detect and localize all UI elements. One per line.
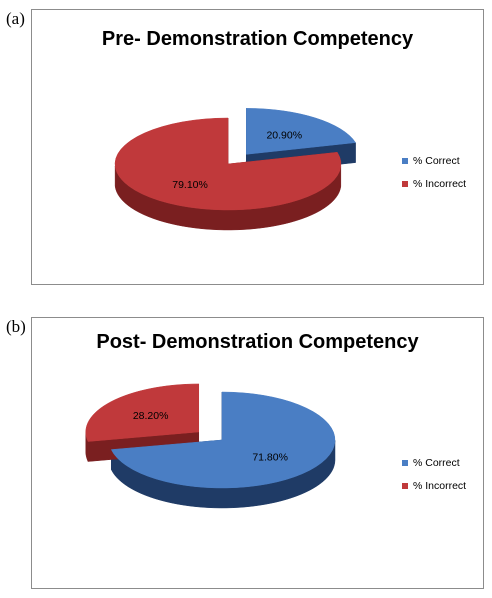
pie-slice-correct bbox=[110, 391, 336, 489]
panel-label-b: (b) bbox=[6, 317, 26, 336]
data-label-correct: 20.90% bbox=[266, 129, 302, 141]
legend-post: % Correct % Incorrect bbox=[402, 451, 466, 497]
legend-pre: % Correct % Incorrect bbox=[402, 149, 466, 195]
pie-slice-incorrect bbox=[114, 117, 342, 211]
legend-label-incorrect: % Incorrect bbox=[413, 177, 467, 190]
legend-swatch-incorrect bbox=[402, 482, 408, 489]
legend-item-incorrect: % Incorrect bbox=[402, 172, 466, 195]
pie-chart-post: 71.80% 28.20% bbox=[85, 383, 336, 509]
legend-label-incorrect: % Incorrect bbox=[413, 479, 467, 492]
legend-swatch-incorrect bbox=[402, 180, 408, 187]
pie-slice-correct bbox=[246, 108, 357, 155]
data-label-correct: 71.80% bbox=[252, 452, 288, 464]
chart-title-pre: Pre- Demonstration Competency bbox=[101, 28, 414, 50]
panel-label-a: (a) bbox=[6, 9, 25, 28]
legend-swatch-correct bbox=[402, 157, 408, 164]
chart-title-post: Post- Demonstration Competency bbox=[96, 331, 419, 353]
pie-chart-pre: 20.90% 79.10% bbox=[114, 108, 357, 231]
legend-item-incorrect: % Incorrect bbox=[402, 474, 466, 497]
data-label-incorrect: 28.20% bbox=[133, 410, 169, 422]
legend-label-correct: % Correct bbox=[413, 154, 460, 167]
legend-swatch-correct bbox=[402, 459, 408, 466]
legend-item-correct: % Correct bbox=[402, 149, 466, 172]
legend-item-correct: % Correct bbox=[402, 451, 466, 474]
chart-frame-post: Post- Demonstration Competency 71.80% 28.… bbox=[31, 317, 484, 589]
chart-frame-pre: Pre- Demonstration Competency 20.90% 79.1… bbox=[31, 9, 484, 285]
data-label-incorrect: 79.10% bbox=[172, 179, 208, 191]
legend-label-correct: % Correct bbox=[413, 456, 460, 469]
pie-slice-incorrect bbox=[85, 383, 200, 442]
